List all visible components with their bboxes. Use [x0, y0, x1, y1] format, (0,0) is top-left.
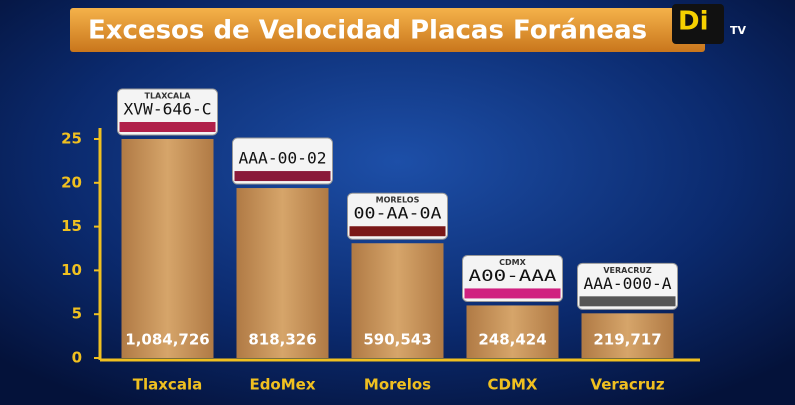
- y-tick-label: 0: [72, 349, 82, 367]
- y-tick-label: 10: [61, 261, 82, 279]
- plate-band: [464, 288, 561, 299]
- x-tick-label: EdoMex: [249, 376, 315, 394]
- value-label: 219,717: [593, 331, 661, 349]
- y-tick-label: 15: [61, 217, 82, 235]
- x-tick-label: Veracruz: [590, 376, 664, 394]
- plate-number: XVW-646-C: [124, 100, 212, 119]
- plate-number: 00-AA-0A: [354, 204, 442, 223]
- plate-state: MORELOS: [376, 196, 420, 205]
- x-tick-label: Tlaxcala: [133, 376, 202, 394]
- title-banner: [70, 8, 705, 52]
- bar: [121, 139, 214, 358]
- bar: [466, 305, 559, 358]
- plate-number: A00-AAA: [469, 266, 557, 285]
- plate-state: VERACRUZ: [603, 266, 652, 275]
- chart-title: Excesos de Velocidad Placas Foráneas: [88, 16, 647, 46]
- logo-sub: TV: [730, 24, 747, 37]
- plate-state: TLAXCALA: [145, 92, 192, 101]
- plate-state: CDMX: [499, 258, 526, 267]
- value-label: 590,543: [363, 331, 431, 349]
- logo-box: [672, 4, 724, 44]
- plate-number: AAA-00-02: [239, 149, 327, 168]
- y-tick-label: 5: [72, 305, 82, 323]
- logo-text: Di: [678, 7, 709, 37]
- value-label: 248,424: [478, 331, 546, 349]
- plate-band: [349, 226, 446, 237]
- value-label: 1,084,726: [125, 331, 209, 349]
- plate-band: [579, 296, 676, 307]
- plate-number: AAA-000-A: [584, 274, 672, 293]
- x-tick-label: CDMX: [488, 376, 538, 394]
- plate-band: [234, 171, 331, 182]
- y-tick-label: 25: [61, 130, 82, 148]
- bar: [351, 243, 444, 358]
- bar: [236, 188, 329, 358]
- bar: [581, 313, 674, 358]
- value-label: 818,326: [248, 331, 316, 349]
- y-tick-label: 20: [61, 173, 82, 191]
- plate-band: [119, 122, 216, 132]
- x-tick-label: Morelos: [364, 376, 431, 394]
